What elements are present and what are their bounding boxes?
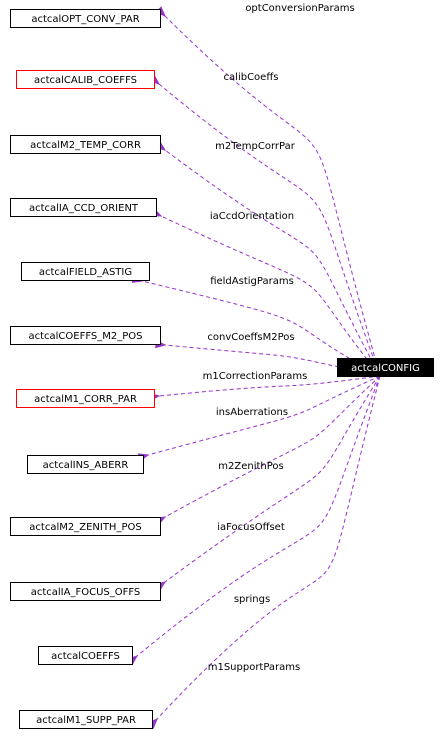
class-label: actcalM2_TEMP_CORR bbox=[30, 140, 141, 151]
edge-field bbox=[141, 280, 381, 377]
edge-label-m2zen: m2ZenithPos bbox=[218, 461, 283, 472]
edge-label-m1supp: m1SupportParams bbox=[208, 662, 301, 673]
class-label: actcalCOEFFS bbox=[51, 651, 120, 662]
class-box bbox=[10, 517, 161, 536]
class-label: actcalM1_SUPP_PAR bbox=[36, 715, 136, 726]
edge-label-coeffsm2: convCoeffsM2Pos bbox=[207, 332, 294, 343]
edge-calib bbox=[158, 83, 381, 377]
class-node-m1corr[interactable]: actcalM1_CORR_PAR bbox=[16, 389, 155, 408]
class-node-m2zen[interactable]: actcalM2_ZENITH_POS bbox=[10, 517, 161, 536]
main-class-node[interactable]: actcalCONFIG bbox=[337, 358, 434, 377]
class-node-field[interactable]: actcalFIELD_ASTIG bbox=[21, 262, 150, 281]
class-label: actcalIA_CCD_ORIENT bbox=[29, 203, 139, 214]
edge-label-ccd: iaCcdOrientation bbox=[210, 211, 294, 222]
class-box bbox=[10, 582, 161, 601]
edge-m1supp bbox=[156, 375, 381, 720]
class-box bbox=[27, 455, 144, 474]
class-label: actcalCALIB_COEFFS bbox=[34, 75, 137, 86]
edge-label-opt: optConversionParams bbox=[245, 3, 354, 14]
class-box bbox=[19, 710, 153, 729]
edge-m1corr bbox=[158, 375, 381, 397]
class-node-m1supp[interactable]: actcalM1_SUPP_PAR bbox=[19, 710, 153, 729]
main-class-box bbox=[337, 358, 434, 377]
class-label: actcalM2_ZENITH_POS bbox=[29, 522, 141, 533]
edge-label-focus: iaFocusOffset bbox=[217, 522, 285, 533]
class-label: actcalIA_FOCUS_OFFS bbox=[31, 587, 141, 598]
class-node-ccd[interactable]: actcalIA_CCD_ORIENT bbox=[10, 198, 157, 217]
class-node-focus[interactable]: actcalIA_FOCUS_OFFS bbox=[10, 582, 161, 601]
class-label: actcalFIELD_ASTIG bbox=[39, 267, 132, 278]
edge-ins bbox=[147, 375, 381, 456]
class-node-calib[interactable]: actcalCALIB_COEFFS bbox=[16, 70, 155, 89]
class-box bbox=[16, 70, 155, 89]
edge-label-coeffs: springs bbox=[234, 594, 270, 605]
class-node-m2temp[interactable]: actcalM2_TEMP_CORR bbox=[10, 135, 161, 154]
class-label: actcalCOEFFS_M2_POS bbox=[28, 331, 142, 342]
node-layer: actcalOPT_CONV_PAR actcalCALIB_COEFFSactc… bbox=[10, 9, 434, 729]
class-node-coeffs[interactable]: actcalCOEFFS bbox=[38, 646, 133, 665]
edge-m2zen bbox=[164, 375, 381, 518]
class-node-coeffsm2[interactable]: actcalCOEFFS_M2_POS bbox=[10, 326, 161, 345]
edge-focus bbox=[164, 375, 381, 583]
class-box bbox=[10, 9, 161, 28]
class-box bbox=[16, 389, 155, 408]
edge-label-m2temp: m2TempCorrPar bbox=[215, 141, 296, 152]
class-label: actcalINS_ABERR bbox=[43, 460, 129, 471]
main-class-label: actcalCONFIG bbox=[351, 363, 420, 374]
edge-label-m1corr: m1CorrectionParams bbox=[203, 371, 308, 382]
edge-label-calib: calibCoeffs bbox=[224, 72, 279, 83]
class-node-opt[interactable]: actcalOPT_CONV_PAR bbox=[10, 9, 161, 28]
edge-opt bbox=[164, 15, 381, 377]
edge-ccd bbox=[160, 215, 381, 377]
class-box bbox=[21, 262, 150, 281]
class-label: actcalM1_CORR_PAR bbox=[34, 394, 137, 405]
class-box bbox=[38, 646, 133, 665]
class-label: actcalOPT_CONV_PAR bbox=[31, 14, 139, 25]
class-box bbox=[10, 135, 161, 154]
edge-label-field: fieldAstigParams bbox=[210, 276, 294, 287]
class-node-ins[interactable]: actcalINS_ABERR bbox=[27, 455, 144, 474]
edge-label-ins: insAberrations bbox=[216, 407, 288, 418]
edge-coeffs bbox=[136, 375, 381, 657]
class-box bbox=[10, 198, 157, 217]
edge-label-layer: optConversionParams calibCoeffs m2TempCorr… bbox=[203, 3, 355, 673]
class-box bbox=[10, 326, 161, 345]
